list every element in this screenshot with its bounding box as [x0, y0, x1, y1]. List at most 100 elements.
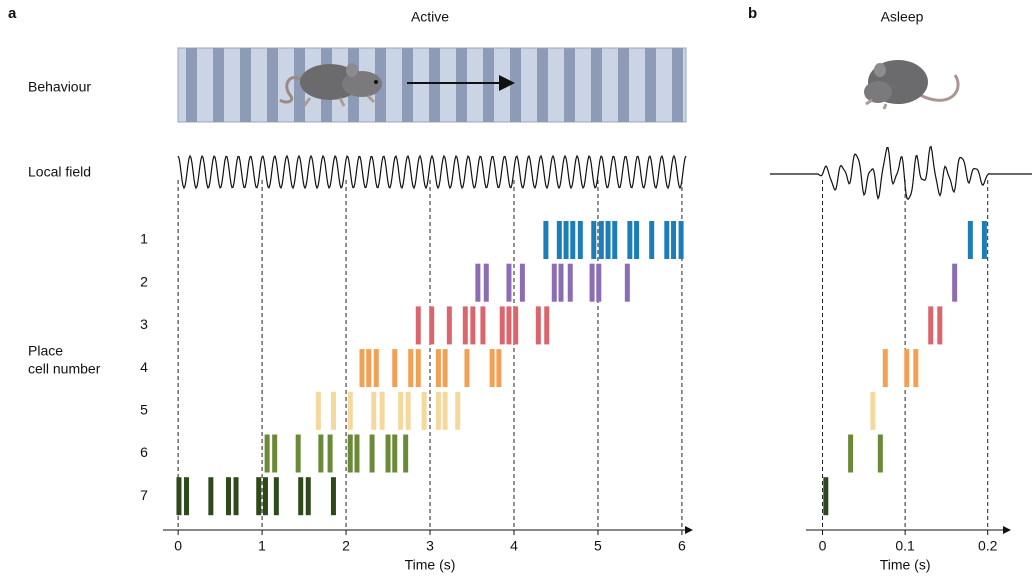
- panel-label: b: [748, 5, 757, 22]
- spike: [981, 221, 987, 259]
- row-label: 2: [140, 273, 148, 289]
- treadmill-stripe: [591, 48, 602, 122]
- spike: [589, 263, 595, 302]
- x-axis-label: Time (s): [880, 557, 931, 573]
- treadmill-stripe: [672, 48, 683, 122]
- y-axis-label: Place: [28, 343, 63, 359]
- x-tick-label: 3: [426, 538, 434, 554]
- spike: [392, 349, 398, 388]
- spike: [612, 221, 618, 259]
- spike: [483, 263, 489, 302]
- spike: [624, 263, 630, 302]
- spike: [563, 221, 569, 259]
- spike: [429, 306, 435, 345]
- spike: [535, 306, 541, 345]
- spike: [347, 391, 353, 430]
- spike: [591, 221, 597, 259]
- spike: [544, 306, 550, 345]
- spike: [392, 434, 398, 473]
- spike: [435, 391, 441, 430]
- spike: [435, 349, 441, 388]
- spike: [176, 477, 182, 516]
- spike: [570, 221, 576, 259]
- spike: [295, 434, 301, 473]
- spike: [354, 434, 360, 473]
- lfp-trace: [177, 154, 687, 190]
- spike: [442, 349, 448, 388]
- spike: [330, 391, 336, 430]
- spike: [596, 263, 602, 302]
- spike: [415, 306, 421, 345]
- spike: [543, 221, 549, 259]
- row-label: 5: [140, 402, 148, 418]
- treadmill-stripe: [456, 48, 467, 122]
- spike: [366, 349, 372, 388]
- spike: [506, 263, 512, 302]
- spike: [558, 263, 564, 302]
- spike: [577, 221, 583, 259]
- rat-sleeping: [864, 60, 960, 110]
- panel-title: Active: [411, 9, 449, 25]
- lfp-trace: [770, 145, 1032, 201]
- spike: [415, 349, 421, 388]
- x-tick-label: 6: [678, 538, 686, 554]
- spike: [627, 221, 633, 259]
- treadmill-stripe: [483, 48, 494, 122]
- treadmill-stripe: [537, 48, 548, 122]
- spike: [256, 477, 262, 516]
- spike: [225, 477, 231, 516]
- spike: [519, 263, 525, 302]
- spike: [272, 434, 278, 473]
- spike: [928, 306, 934, 345]
- rat-running: [279, 63, 382, 107]
- spike: [605, 221, 611, 259]
- row-label: Local field: [28, 164, 91, 180]
- panel-label: a: [8, 5, 17, 22]
- spike: [208, 477, 214, 516]
- spike: [870, 391, 876, 430]
- x-tick-label: 2: [342, 538, 350, 554]
- spike: [556, 221, 562, 259]
- spike: [567, 263, 573, 302]
- row-label: 1: [140, 231, 148, 247]
- spike: [678, 221, 684, 259]
- spike: [489, 349, 495, 388]
- spike: [598, 221, 604, 259]
- treadmill-stripe: [240, 48, 251, 122]
- treadmill-stripe: [564, 48, 575, 122]
- spike: [513, 306, 519, 345]
- panel-title: Asleep: [881, 9, 924, 25]
- spike: [823, 477, 829, 516]
- spike: [359, 349, 365, 388]
- spike: [904, 349, 910, 388]
- spike: [373, 349, 379, 388]
- spike: [937, 306, 943, 345]
- row-label: 6: [140, 444, 148, 460]
- treadmill-stripe: [618, 48, 629, 122]
- spike: [496, 349, 502, 388]
- spike: [403, 434, 409, 473]
- spike: [848, 434, 854, 473]
- spike: [298, 477, 304, 516]
- treadmill-stripe: [429, 48, 440, 122]
- x-tick-label: 0.2: [978, 538, 998, 554]
- x-axis-label: Time (s): [405, 557, 456, 573]
- spike: [442, 391, 448, 430]
- treadmill-stripe: [294, 48, 305, 122]
- spike: [649, 221, 655, 259]
- spike: [877, 434, 883, 473]
- x-tick-label: 5: [594, 538, 602, 554]
- spike: [405, 391, 411, 430]
- spike: [347, 434, 353, 473]
- x-tick-label: 0: [174, 538, 182, 554]
- row-label: 3: [140, 316, 148, 332]
- spike: [475, 263, 481, 302]
- spike: [913, 349, 919, 388]
- spike: [462, 306, 468, 345]
- spike: [327, 434, 333, 473]
- treadmill-stripe: [267, 48, 278, 122]
- spike: [262, 477, 268, 516]
- treadmill-stripe: [645, 48, 656, 122]
